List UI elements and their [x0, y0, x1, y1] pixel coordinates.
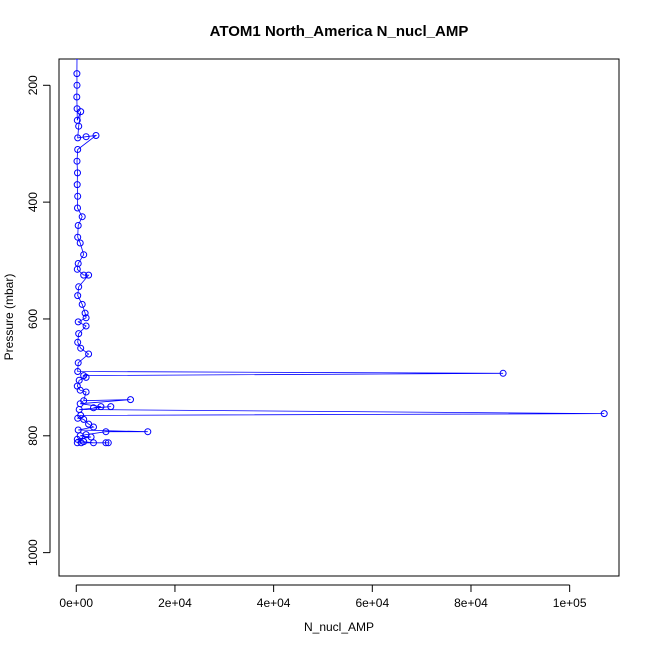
y-tick-label: 400 — [26, 192, 40, 212]
data-point — [80, 415, 88, 423]
data-point — [77, 439, 85, 447]
data-point — [82, 322, 90, 330]
y-tick-label: 600 — [26, 309, 40, 329]
plot-area — [73, 59, 608, 447]
data-point — [74, 233, 82, 241]
plot-frame — [58, 58, 620, 577]
x-tick-label: 2e+04 — [158, 596, 192, 610]
data-point — [74, 359, 82, 367]
data-point — [73, 181, 81, 189]
chart-title: ATOM1 North_America N_nucl_AMP — [210, 23, 469, 40]
series-line — [75, 59, 605, 444]
data-point — [81, 309, 89, 317]
x-tick-label: 0e+00 — [59, 596, 93, 610]
data-point — [104, 439, 112, 447]
y-tick-label: 1000 — [26, 539, 40, 566]
data-point — [87, 433, 95, 441]
x-tick-label: 4e+04 — [257, 596, 291, 610]
data-point — [499, 369, 507, 377]
data-point — [74, 318, 82, 326]
data-point — [85, 271, 93, 279]
data-point — [74, 222, 82, 229]
y-tick-label: 800 — [26, 425, 40, 445]
data-point — [75, 122, 83, 130]
data-point — [80, 251, 88, 259]
data-point — [90, 404, 97, 412]
data-point — [74, 368, 82, 375]
data-point — [144, 428, 152, 436]
data-point — [75, 283, 83, 291]
data-point — [127, 396, 134, 404]
data-point — [77, 344, 85, 352]
data-point — [102, 428, 110, 436]
data-point — [90, 439, 97, 447]
data-point — [74, 192, 82, 200]
data-point — [600, 410, 608, 418]
data-point — [82, 388, 90, 396]
x-tick-label: 8e+04 — [454, 596, 488, 610]
data-point — [73, 93, 81, 101]
data-point — [75, 59, 79, 60]
data-point — [102, 439, 110, 447]
y-axis-label: Pressure (mbar) — [2, 274, 16, 361]
data-point — [74, 134, 82, 142]
data-point — [74, 338, 82, 346]
data-point — [73, 439, 81, 447]
data-point — [73, 435, 81, 443]
x-axis: 0e+00 2e+04 4e+04 6e+04 8e+04 1e+05 — [59, 584, 587, 610]
data-point — [82, 133, 90, 141]
data-point — [97, 403, 105, 411]
data-point — [92, 132, 100, 139]
data-point — [74, 146, 82, 153]
data-point — [80, 271, 88, 279]
data-point — [82, 314, 90, 322]
y-axis: 200 400 600 800 1000 — [26, 75, 51, 566]
data-point — [74, 169, 81, 177]
data-point — [107, 403, 115, 411]
x-axis-label: N_nucl_AMP — [304, 620, 374, 634]
data-point — [82, 373, 90, 381]
data-point — [73, 157, 81, 165]
data-point — [76, 239, 84, 247]
x-tick-label: 1e+05 — [553, 596, 587, 610]
data-point — [74, 204, 81, 212]
data-point — [85, 350, 93, 358]
x-tick-label: 6e+04 — [355, 596, 389, 610]
data-point — [73, 81, 81, 89]
data-point — [74, 292, 82, 300]
data-point — [90, 423, 97, 431]
data-point — [77, 108, 85, 116]
data-point — [78, 213, 86, 221]
data-point — [73, 70, 81, 78]
data-point — [73, 265, 81, 273]
data-point — [78, 300, 86, 308]
y-tick-label: 200 — [26, 75, 40, 95]
data-point — [75, 330, 83, 338]
